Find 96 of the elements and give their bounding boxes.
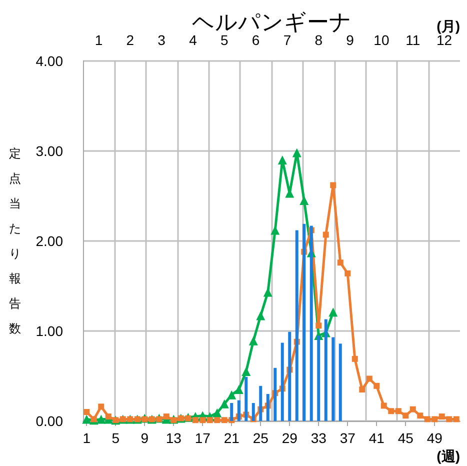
x-axis-title: (週) — [436, 448, 460, 464]
x2-tick-label: 5 — [220, 32, 228, 48]
bar — [274, 368, 277, 421]
x-tick-label: 13 — [166, 430, 182, 446]
bar — [259, 386, 262, 421]
point — [388, 408, 394, 414]
point — [170, 417, 177, 424]
bar — [317, 336, 320, 421]
point — [212, 408, 222, 418]
point — [192, 417, 198, 424]
x-tick-label: 37 — [340, 430, 356, 446]
point — [328, 308, 338, 317]
point — [417, 412, 424, 419]
x2-tick-label: 8 — [314, 32, 323, 48]
point — [316, 322, 322, 329]
bar — [324, 319, 328, 421]
bar — [280, 342, 284, 421]
point — [446, 416, 452, 422]
x2-tick-label: 10 — [374, 32, 390, 48]
point — [206, 417, 213, 424]
point — [395, 408, 402, 414]
point — [337, 260, 344, 266]
bar — [266, 394, 270, 421]
x-tick-label: 49 — [426, 430, 443, 446]
point — [220, 399, 229, 408]
point — [432, 416, 438, 422]
point — [366, 376, 372, 382]
point — [424, 416, 430, 422]
point — [156, 416, 162, 422]
bar — [302, 224, 306, 421]
y-tick-label: 2.00 — [36, 233, 64, 249]
point — [214, 417, 220, 424]
x2-tick-label: 9 — [346, 32, 354, 48]
x-tick-label: 5 — [112, 430, 120, 446]
point — [380, 402, 387, 409]
x-tick-label: 1 — [82, 430, 91, 446]
point — [227, 390, 236, 400]
x-tick-label: 45 — [398, 430, 414, 446]
point — [278, 156, 287, 164]
point — [438, 414, 445, 420]
point — [374, 382, 380, 389]
x-tick-label: 33 — [310, 430, 327, 446]
bar — [295, 230, 298, 421]
x-tick-label: 17 — [194, 430, 211, 446]
x2-tick-label: 1 — [94, 32, 103, 48]
point — [98, 404, 104, 410]
bar — [332, 337, 335, 421]
bar — [252, 403, 255, 421]
point — [200, 417, 206, 424]
x-tick-label: 25 — [252, 430, 269, 446]
bar — [230, 403, 234, 421]
point — [453, 416, 460, 422]
y-tick-label: 4.00 — [36, 53, 64, 69]
x2-tick-label: 4 — [189, 32, 198, 48]
y-tick-label: 3.00 — [36, 143, 64, 159]
point — [163, 414, 170, 420]
point — [96, 414, 106, 424]
point — [221, 417, 228, 424]
y-tick-label: 1.00 — [36, 323, 64, 339]
point — [402, 412, 409, 419]
point — [359, 386, 366, 392]
point — [242, 367, 251, 376]
x2-tick-label: 3 — [158, 32, 166, 48]
point — [344, 270, 351, 276]
x2-axis-title: (月) — [436, 18, 460, 34]
y-axis-title: 定点当たり報告数 — [9, 146, 21, 336]
x-tick-label: 41 — [368, 430, 385, 446]
point — [322, 232, 329, 238]
point — [84, 409, 90, 415]
point — [234, 385, 244, 394]
point — [352, 356, 358, 362]
x-tick-label: 21 — [224, 430, 240, 446]
bar — [244, 376, 248, 421]
bar — [310, 226, 313, 421]
x-tick-label: 9 — [140, 430, 149, 446]
bar — [237, 400, 240, 421]
point — [410, 406, 416, 412]
x2-tick-label: 7 — [283, 32, 292, 48]
bar — [288, 332, 292, 421]
bar — [338, 344, 342, 421]
point — [330, 182, 336, 188]
point — [292, 148, 302, 158]
x2-tick-label: 11 — [406, 32, 420, 48]
x2-tick-label: 2 — [126, 32, 134, 48]
point — [82, 414, 92, 424]
point — [248, 336, 258, 346]
chart-title: ヘルパンギーナ — [192, 10, 352, 34]
point — [90, 416, 97, 422]
point — [105, 414, 112, 420]
point — [300, 196, 309, 205]
x2-tick-label: 6 — [252, 32, 260, 48]
y-tick-label: 0.00 — [36, 413, 64, 429]
x-tick-label: 29 — [282, 430, 298, 446]
point — [142, 416, 148, 422]
point — [256, 311, 266, 320]
point — [185, 415, 192, 422]
